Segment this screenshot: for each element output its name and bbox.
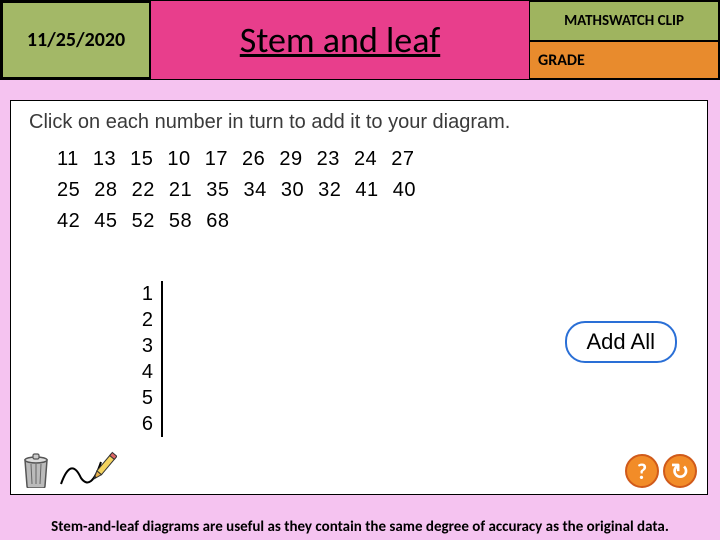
header: 11/25/2020 Stem and leaf MATHSWATCH CLIP… <box>0 0 720 80</box>
bottom-right-tools: ? ↻ <box>625 454 697 488</box>
date-box: 11/25/2020 <box>1 1 151 79</box>
stem-value: 6 <box>141 413 161 436</box>
grade-box: GRADE <box>529 41 719 79</box>
reset-glyph: ↻ <box>671 458 689 485</box>
instruction-text: Click on each number in turn to add it t… <box>29 111 689 134</box>
content-area: Click on each number in turn to add it t… <box>0 80 720 540</box>
stem-row: 2 <box>141 307 163 333</box>
stem-row: 4 <box>141 359 163 385</box>
stem-divider <box>161 359 163 385</box>
exercise-panel: Click on each number in turn to add it t… <box>10 100 708 495</box>
stem-value: 2 <box>141 309 161 332</box>
stem-row: 5 <box>141 385 163 411</box>
stem-value: 1 <box>141 283 161 306</box>
title-box: Stem and leaf <box>151 1 529 79</box>
grade-label: GRADE <box>538 51 585 70</box>
reset-icon[interactable]: ↻ <box>663 454 697 488</box>
number-list: 11 13 15 10 17 26 29 23 24 27 25 28 22 2… <box>57 148 689 233</box>
stem-row: 6 <box>141 411 163 437</box>
stem-value: 5 <box>141 387 161 410</box>
help-icon[interactable]: ? <box>625 454 659 488</box>
pencil-icon[interactable] <box>57 448 117 488</box>
stem-value: 3 <box>141 335 161 358</box>
stem-row: 3 <box>141 333 163 359</box>
stem-diagram: 1 2 3 4 5 <box>141 281 163 437</box>
number-row[interactable]: 42 45 52 58 68 <box>57 210 689 233</box>
stem-divider <box>161 385 163 411</box>
header-right: MATHSWATCH CLIP GRADE <box>529 1 719 79</box>
stem-value: 4 <box>141 361 161 384</box>
stem-divider <box>161 333 163 359</box>
number-row[interactable]: 11 13 15 10 17 26 29 23 24 27 <box>57 148 689 171</box>
slide: 11/25/2020 Stem and leaf MATHSWATCH CLIP… <box>0 0 720 540</box>
stem-divider <box>161 281 163 307</box>
trash-icon[interactable] <box>19 448 53 488</box>
help-glyph: ? <box>637 458 647 485</box>
title-text: Stem and leaf <box>240 18 440 62</box>
number-row[interactable]: 25 28 22 21 35 34 30 32 41 40 <box>57 179 689 202</box>
stem-divider <box>161 307 163 333</box>
clip-label: MATHSWATCH CLIP <box>564 12 684 30</box>
stem-row: 1 <box>141 281 163 307</box>
add-all-button[interactable]: Add All <box>565 321 678 363</box>
stem-divider <box>161 411 163 437</box>
footer-text: Stem-and-leaf diagrams are useful as the… <box>0 518 720 536</box>
date-text: 11/25/2020 <box>27 28 125 52</box>
bottom-left-tools <box>19 448 117 488</box>
clip-box: MATHSWATCH CLIP <box>529 1 719 41</box>
